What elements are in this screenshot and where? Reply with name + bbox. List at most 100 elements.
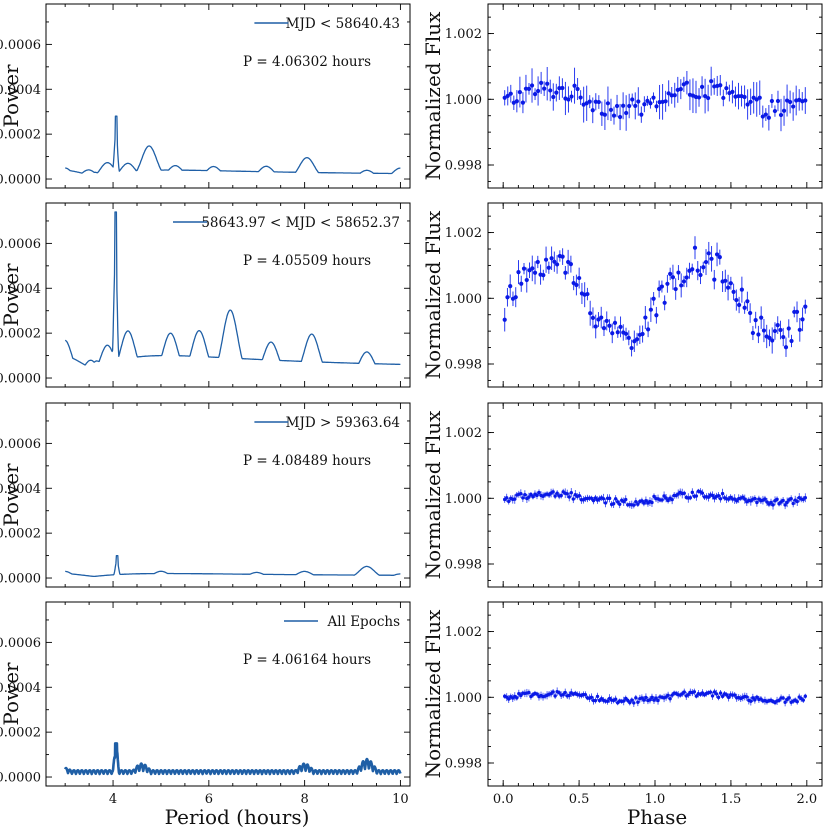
data-point [588,311,593,316]
data-point [706,95,711,101]
data-point [640,499,644,503]
periodogram-panel: 0.0000 0.0002 0.0004 0.0006 Power 58643.97 < … [0,202,411,388]
y-tick-label: 0.0000 [0,173,41,188]
data-point [585,291,590,297]
data-point [583,692,588,697]
period-annotation: P = 4.05509 hours [243,253,371,269]
data-point [753,496,757,501]
y-tick-label: 0.0004 [0,482,41,497]
data-point [739,287,744,292]
data-point [676,270,681,275]
data-point [514,99,519,104]
data-point [563,270,568,275]
data-point [781,696,785,700]
data-point [633,103,638,108]
data-point [745,102,750,107]
data-point [617,502,622,507]
data-point [642,102,647,107]
data-point [686,693,690,697]
data-point [652,698,656,702]
x-tick-label: 4 [109,792,117,807]
phase-y-axis-label: Normalized Flux [421,410,445,579]
data-point [778,327,783,333]
data-point [789,338,794,344]
data-point [601,497,606,501]
data-point [651,95,656,100]
data-point [507,499,511,504]
y-tick-label: 1.000 [445,292,482,307]
data-point [553,694,557,698]
data-point [659,284,664,289]
data-point [706,251,711,256]
periodogram-y-axis-label: Power [0,64,23,128]
data-point [531,495,535,499]
data-point [670,497,674,502]
data-point [775,98,781,104]
data-point [650,695,654,700]
data-point [737,302,742,308]
data-point [694,694,699,698]
periodogram-frame [45,202,411,388]
periodogram-y-axis-label: Power [0,463,23,527]
data-point [657,99,662,105]
data-point [527,495,531,499]
data-point [787,696,791,700]
data-point [602,112,608,117]
data-point [622,500,626,504]
data-point [669,93,674,98]
data-point [502,317,507,322]
phase-y-axis-label: Normalized Flux [421,609,445,778]
data-point [632,701,636,705]
y-tick-label: 0.998 [445,159,482,174]
data-point [644,695,648,700]
data-point [745,299,750,304]
data-point [783,700,787,704]
y-tick-label: 0.0006 [0,437,41,452]
data-point [769,98,775,104]
data-point [563,690,567,695]
data-point [795,499,799,504]
data-point [801,698,805,702]
data-point [554,90,559,95]
data-point [720,491,725,496]
data-point [714,252,720,257]
data-point [593,99,598,104]
phase-x-axis-label: Phase [627,805,687,829]
y-tick-label: 0.0006 [0,636,41,651]
phase-points [503,488,807,510]
data-point [662,494,666,498]
y-tick-label: 0.0000 [0,372,41,387]
data-point [769,500,773,505]
data-point [629,345,634,351]
data-point [725,285,731,290]
periodogram-x-axis-label: Period (hours) [165,805,310,829]
data-point [623,331,629,336]
phase-y-axis-label: Normalized Flux [421,11,445,180]
data-point [712,277,717,282]
data-point [772,328,778,334]
data-point [613,697,618,701]
data-point [603,501,608,505]
data-point [519,693,523,698]
data-point [553,494,557,498]
x-tick-label: 1.5 [721,792,742,807]
legend-label: All Epochs [327,614,401,630]
data-point [607,496,612,501]
y-tick-label: 0.0004 [0,282,41,297]
data-point [716,493,721,498]
data-point [748,310,753,316]
data-point [654,104,659,109]
data-point [665,281,670,286]
y-tick-label: 0.0002 [0,726,41,741]
data-point [781,334,786,340]
data-point [781,498,785,503]
legend-label: MJD < 58640.43 [286,16,400,32]
data-point [766,115,771,120]
data-point [626,698,630,703]
data-point [608,107,614,112]
data-point [624,110,629,116]
data-point [703,94,708,99]
data-point [577,494,582,498]
y-tick-label: 0.0000 [0,771,41,786]
